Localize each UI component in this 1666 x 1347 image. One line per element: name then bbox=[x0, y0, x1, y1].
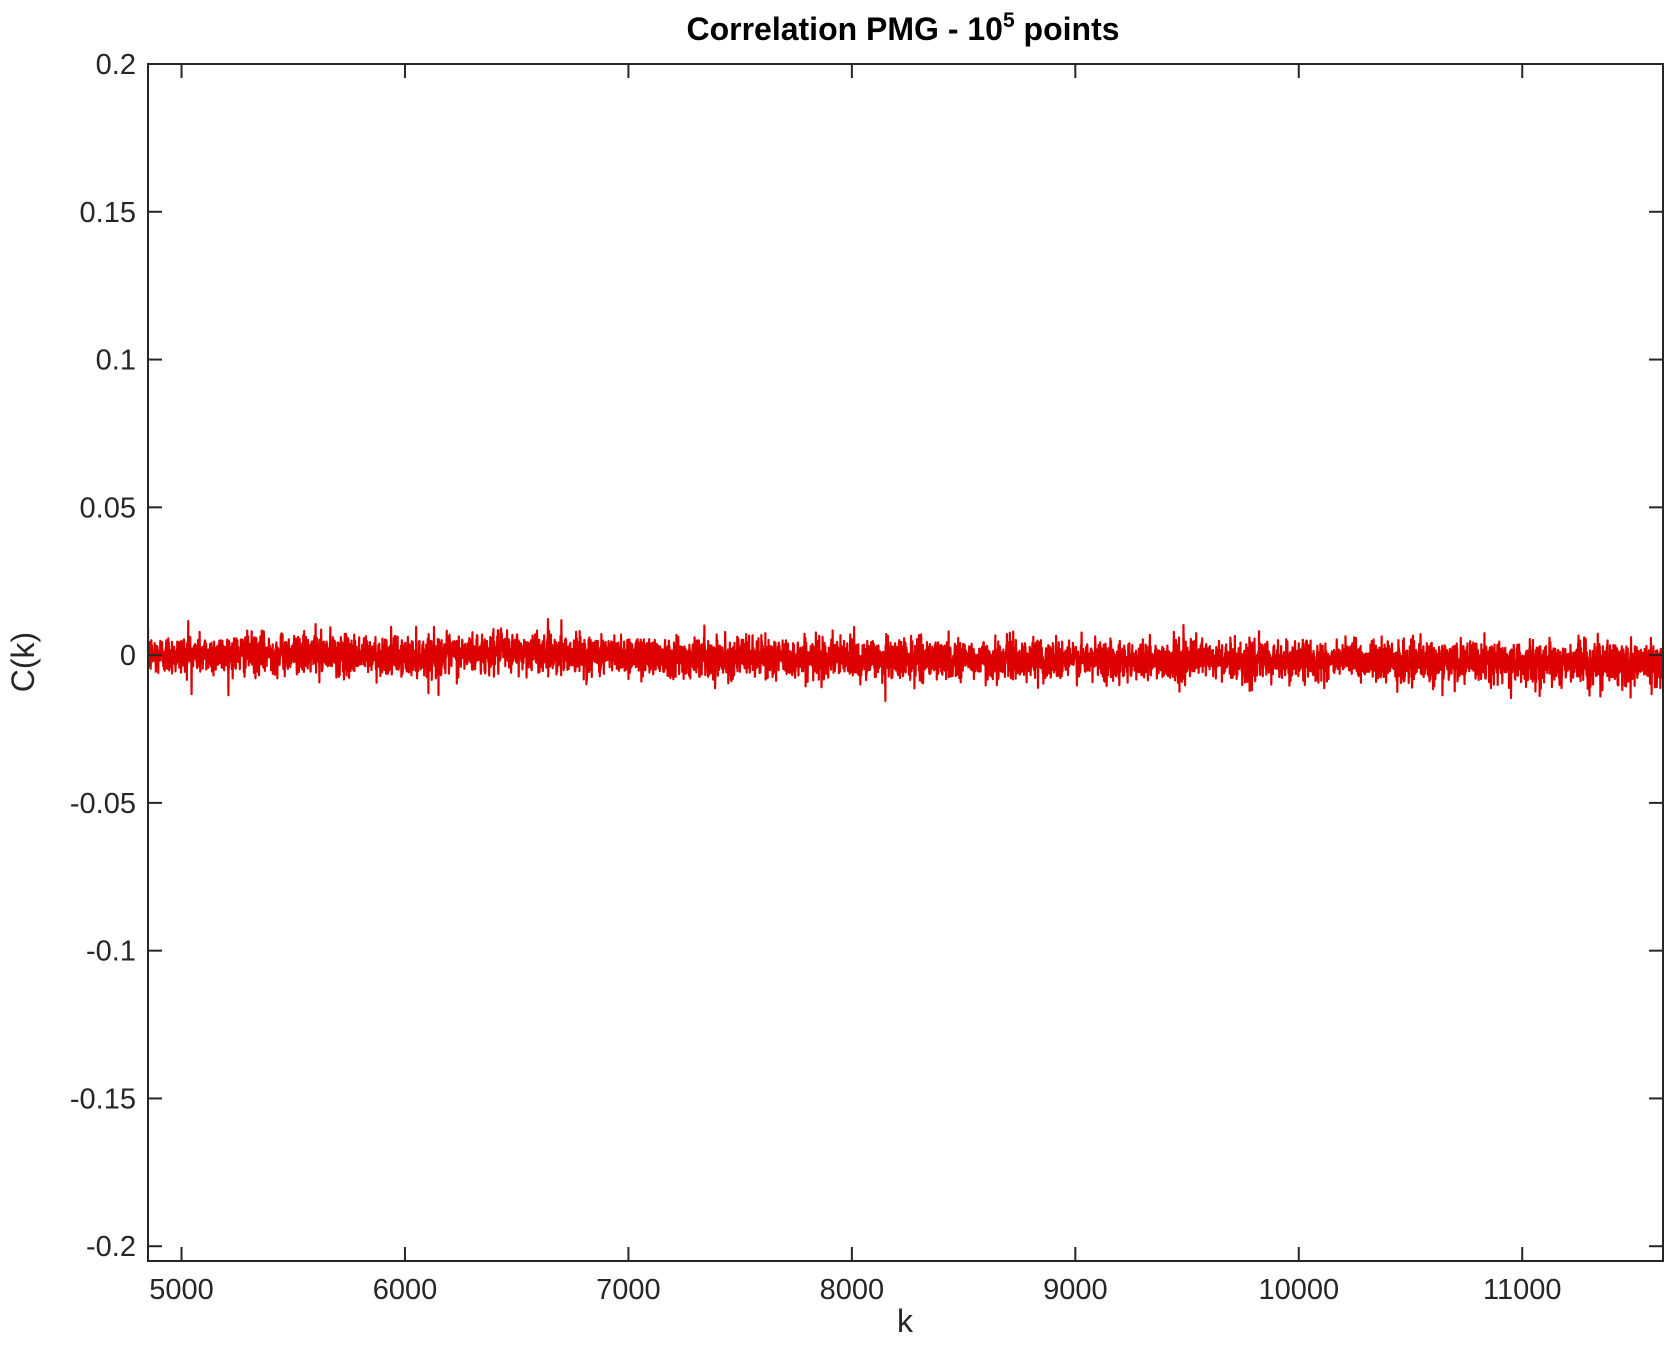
x-tick-label: 10000 bbox=[1258, 1274, 1339, 1306]
y-tick-label: -0.15 bbox=[70, 1083, 136, 1115]
x-tick-label: 7000 bbox=[596, 1274, 661, 1306]
x-tick-label: 6000 bbox=[373, 1274, 438, 1306]
chart-title: Correlation PMG - 105 points bbox=[686, 9, 1119, 47]
y-axis-label: C(k) bbox=[5, 632, 41, 692]
x-tick-label: 9000 bbox=[1043, 1274, 1108, 1306]
plot-area: 5000 6000 7000 8000 9000 10000 11000 0.20.150.… bbox=[70, 49, 1664, 1306]
y-ticks: 0.2 0.15 0.1 0.05 0 -0.05 -0.1 -0.15 -0.2 bbox=[70, 49, 1663, 1263]
y-tick-label: 0 bbox=[120, 640, 136, 672]
y-tick-label: 0.2 bbox=[96, 49, 136, 81]
y-tick-label: 0.15 bbox=[80, 197, 136, 229]
chart-title-main: Correlation PMG - 10 bbox=[686, 11, 1003, 47]
x-tick-label: 5000 bbox=[149, 1274, 214, 1306]
series-layer bbox=[148, 618, 1663, 703]
chart-title-exponent: 5 bbox=[1003, 9, 1015, 32]
chart-title-suffix: points bbox=[1015, 11, 1120, 47]
y-tick-label: -0.1 bbox=[86, 936, 136, 968]
x-tick-label: 8000 bbox=[820, 1274, 885, 1306]
y-tick-label: 0.05 bbox=[80, 492, 136, 524]
axes-box bbox=[147, 63, 1664, 1262]
y-tick-label: -0.05 bbox=[70, 788, 136, 820]
series-line bbox=[148, 618, 1663, 703]
x-axis-label: k bbox=[897, 1303, 914, 1339]
x-ticks: 5000 6000 7000 8000 9000 10000 11000 bbox=[149, 64, 1561, 1306]
y-tick-label: 0.1 bbox=[96, 345, 136, 377]
y-tick-label: -0.2 bbox=[86, 1231, 136, 1263]
x-tick-label: 11000 bbox=[1483, 1274, 1562, 1306]
